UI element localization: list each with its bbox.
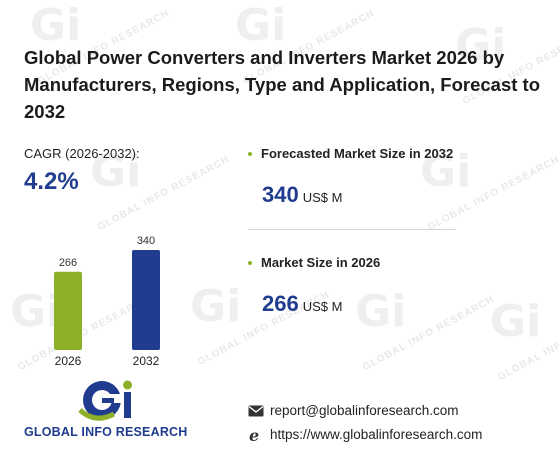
bar-2032 [132, 250, 160, 350]
market-size-bar-chart: 266 2026 340 2032 [54, 235, 160, 368]
current-value-unit: US$ M [302, 299, 343, 314]
global-info-research-logo [78, 380, 132, 421]
current-card-value: 266 US$ M [262, 291, 342, 317]
bullet-icon [248, 151, 252, 156]
bar-value-label: 266 [59, 257, 77, 269]
current-value-number: 266 [262, 291, 299, 316]
cagr-value: 4.2% [24, 168, 79, 195]
report-title: Global Power Converters and Inverters Ma… [24, 47, 541, 122]
website-link[interactable]: https://www.globalinforesearch.com [270, 427, 483, 442]
forecast-value-unit: US$ M [302, 190, 343, 205]
email-link[interactable]: report@globalinforesearch.com [270, 403, 459, 418]
contact-email[interactable]: report@globalinforesearch.com [248, 403, 459, 418]
svg-text:e: e [249, 428, 259, 442]
forecast-card-title: Forecasted Market Size in 2032 [248, 146, 453, 161]
bullet-icon [248, 260, 252, 265]
forecast-card-title-text: Forecasted Market Size in 2032 [261, 146, 454, 161]
logo-wordmark: GLOBAL INFO RESEARCH [24, 425, 188, 439]
email-icon [248, 405, 264, 416]
cagr-label: CAGR (2026-2032): [24, 146, 140, 161]
current-card-title: Market Size in 2026 [248, 255, 380, 270]
bar-value-label: 340 [137, 235, 155, 247]
web-browser-icon: e [249, 428, 259, 442]
card-divider [248, 229, 456, 230]
x-tick-label: 2026 [55, 354, 82, 368]
current-card-title-text: Market Size in 2026 [261, 255, 381, 270]
bar-2026 [54, 271, 82, 350]
contact-website[interactable]: e https://www.globalinforesearch.com [248, 427, 482, 442]
x-tick-label: 2032 [133, 354, 160, 368]
forecast-card-value: 340 US$ M [262, 182, 342, 208]
forecast-value-number: 340 [262, 182, 299, 207]
